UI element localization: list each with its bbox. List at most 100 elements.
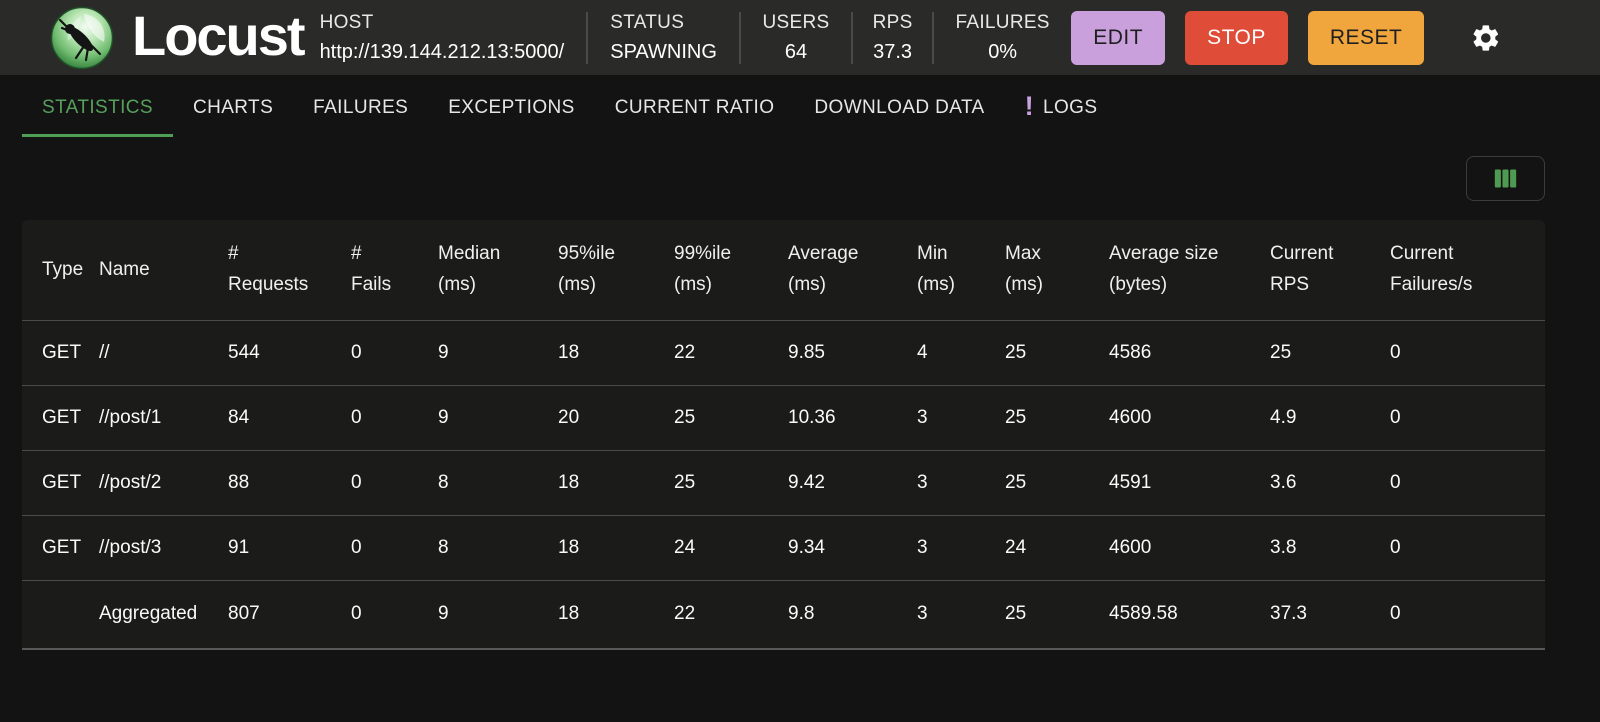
rps-block: RPS 37.3: [853, 12, 932, 64]
table-cell: 24: [674, 536, 696, 558]
column-header: Average (ms): [788, 243, 859, 295]
tab-exceptions[interactable]: EXCEPTIONS: [428, 75, 594, 140]
logs-alert-exclamation-icon: !: [1024, 91, 1035, 121]
table-cell: 88: [228, 471, 250, 493]
table-cell: 4: [917, 341, 928, 363]
nav-tabs: STATISTICS CHARTS FAILURES EXCEPTIONS CU…: [0, 75, 1600, 140]
table-row: Aggregated 807 0 9 18 22 9.8 3 25 4589.58 37.3 0: [22, 580, 1545, 648]
table-cell: 8: [438, 471, 449, 493]
table-row: GET //post/3 91 0 8 18 24 9.34 3 24 4600 3.8 0: [22, 515, 1545, 580]
table-cell: 10.36: [788, 406, 836, 428]
column-header: # Requests: [228, 243, 309, 295]
table-cell: 25: [1270, 341, 1292, 363]
tab-statistics[interactable]: STATISTICS: [22, 75, 173, 140]
table-cell: //: [99, 341, 110, 363]
column-header: Median (ms): [438, 243, 501, 295]
table-cell: 3.6: [1270, 471, 1297, 493]
table-cell: 4.9: [1270, 406, 1297, 428]
table-body: GET//544 0 9 18 22 9.85 4 25 4586 25 0 GET//post/1 8…: [22, 320, 1545, 648]
column-header: 95%ile (ms): [558, 243, 616, 295]
table-cell: 3: [917, 536, 928, 558]
table-cell: 4586: [1109, 341, 1152, 363]
table-cell: 91: [228, 536, 250, 558]
table-cell: 24: [1005, 536, 1027, 558]
header-divider: [586, 11, 589, 64]
tab-current-ratio[interactable]: CURRENT RATIO: [595, 75, 795, 140]
tab-logs[interactable]: ! LOGS: [1005, 75, 1118, 140]
tab-failures[interactable]: FAILURES: [293, 75, 428, 140]
table-cell: 3.8: [1270, 536, 1297, 558]
table-cell: 807: [228, 603, 260, 625]
tab-label: DOWNLOAD DATA: [814, 96, 985, 118]
table-cell: 0: [351, 603, 362, 625]
app-header: Locust HOST http://139.144.212.13:5000/ …: [0, 0, 1600, 75]
table-cell: 0: [1390, 341, 1401, 363]
table-cell: 9: [438, 406, 449, 428]
table-cell: 0: [351, 536, 362, 558]
table-cell: 0: [1390, 471, 1401, 493]
column-header: Current Failures/s: [1390, 243, 1473, 295]
table-cell: //post/2: [99, 471, 162, 493]
table-cell: 0: [351, 471, 362, 493]
rps-value: 37.3: [873, 40, 913, 63]
users-count: 64: [784, 40, 808, 63]
table-cell: 25: [1005, 406, 1027, 428]
table-toolbar: [0, 140, 1600, 220]
header-divider: [851, 11, 854, 64]
users-block[interactable]: USERS 64: [741, 12, 851, 64]
table-cell: GET: [42, 341, 82, 363]
tab-label: LOGS: [1043, 96, 1098, 118]
column-settings-button[interactable]: [1466, 156, 1545, 201]
table-cell: GET: [42, 536, 82, 558]
table-cell: 25: [1005, 603, 1027, 625]
table-cell: 37.3: [1270, 603, 1307, 625]
table-cell: 25: [674, 471, 696, 493]
tab-label: FAILURES: [313, 96, 409, 118]
statistics-table-container: Type Name # Requests # Fails Median (ms) 95%i…: [22, 220, 1545, 650]
status-block: STATUS SPAWNING: [588, 12, 739, 64]
table-cell: 22: [674, 341, 696, 363]
column-header: Type: [42, 258, 84, 280]
table-cell: 8: [438, 536, 449, 558]
host-label: HOST: [319, 11, 374, 33]
table-cell: 544: [228, 341, 260, 363]
table-cell: 18: [558, 471, 580, 493]
table-cell: 4600: [1109, 406, 1152, 428]
table-cell: 0: [1390, 603, 1401, 625]
users-label: USERS: [762, 11, 830, 33]
table-row: GET //post/2 88 0 8 18 25 9.42 3 25 4591 3.6 0: [22, 450, 1545, 515]
tab-label: STATISTICS: [42, 96, 153, 118]
reset-button[interactable]: RESET: [1307, 10, 1425, 65]
table-cell: 0: [351, 406, 362, 428]
table-cell: 22: [674, 603, 696, 625]
column-header: # Fails: [351, 243, 392, 295]
table-cell: Aggregated: [99, 603, 198, 625]
failures-value: 0%: [988, 40, 1018, 63]
header-row: Type Name # Requests # Fails Median (ms) 95%i…: [22, 220, 1545, 320]
failures-label: FAILURES: [955, 11, 1050, 33]
stop-button[interactable]: STOP: [1185, 10, 1288, 65]
column-header: Average size (bytes): [1109, 243, 1219, 295]
settings-gear-icon[interactable]: [1470, 22, 1502, 54]
rps-label: RPS: [872, 11, 913, 33]
table-cell: 3: [917, 471, 928, 493]
column-header: Current RPS: [1270, 243, 1334, 295]
table-cell: //post/1: [99, 406, 162, 428]
table-cell: GET: [42, 406, 82, 428]
tab-label: CURRENT RATIO: [614, 96, 775, 118]
table-cell: 9: [438, 603, 449, 625]
tab-charts[interactable]: CHARTS: [173, 75, 293, 140]
table-cell: 9.42: [788, 471, 825, 493]
tab-download-data[interactable]: DOWNLOAD DATA: [794, 75, 1004, 140]
statistics-table: Type Name # Requests # Fails Median (ms) 95%i…: [22, 220, 1545, 648]
column-header: Name: [99, 258, 150, 280]
table-cell: 18: [558, 341, 580, 363]
table-header: Type Name # Requests # Fails Median (ms) 95%i…: [22, 220, 1545, 320]
view-columns-icon: [1494, 169, 1517, 188]
status-label: STATUS: [610, 11, 685, 33]
status-value: SPAWNING: [610, 40, 717, 63]
edit-button[interactable]: EDIT: [1071, 10, 1166, 65]
host-info: HOST http://139.144.212.13:5000/: [320, 12, 565, 64]
table-row: GET //post/1 84 0 9 20 25 10.36 3 25 4600 4.9 0: [22, 385, 1545, 450]
host-url: http://139.144.212.13:5000/: [319, 40, 565, 63]
